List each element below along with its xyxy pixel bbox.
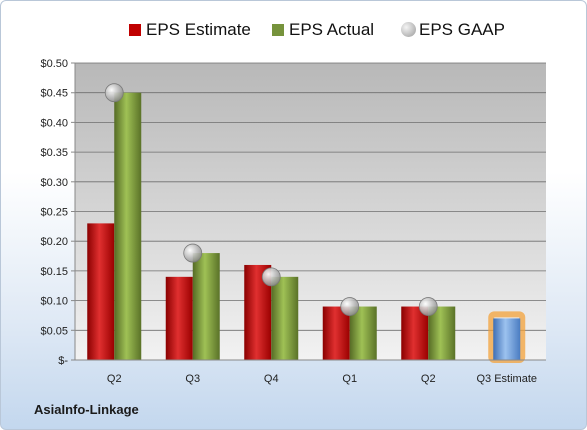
legend-label: EPS Estimate (146, 20, 251, 39)
company-label: AsiaInfo-Linkage (34, 402, 139, 417)
bar-eps-actual (114, 92, 142, 360)
bar-eps-estimate (87, 223, 115, 360)
x-tick-label: Q1 (342, 373, 357, 385)
dot-eps-gaap (418, 297, 438, 316)
x-tick-label: Q2 (107, 373, 122, 385)
bar-eps-actual (428, 306, 456, 360)
legend-color-swatch (272, 24, 284, 36)
y-tick-label: $0.15 (40, 266, 68, 278)
bar-eps-estimate (401, 306, 429, 360)
x-tick-label: Q3 Estimate (476, 373, 537, 385)
y-tick-label: $0.25 (40, 207, 68, 219)
legend-label: EPS Actual (289, 20, 375, 39)
y-tick-label: $0.10 (40, 296, 68, 308)
bar-next-estimate (493, 318, 521, 360)
bar-eps-actual (192, 253, 220, 360)
y-tick-label: $- (58, 355, 68, 367)
dot-eps-gaap (104, 83, 124, 103)
chart-legend: EPS Estimate EPS Actual EPS GAAP (1, 18, 586, 42)
x-tick-label: Q3 (185, 373, 200, 385)
y-tick-label: $0.30 (40, 177, 68, 189)
y-tick-label: $0.20 (40, 236, 68, 248)
bar-eps-estimate (322, 306, 350, 360)
bar-eps-actual (349, 306, 377, 360)
dot-eps-gaap (261, 267, 281, 287)
legend-circle-swatch (401, 22, 416, 37)
x-tick-label: Q4 (264, 373, 279, 385)
y-tick-label: $0.50 (40, 58, 68, 70)
bar-eps-actual (271, 276, 299, 360)
y-tick-label: $0.45 (40, 88, 68, 100)
y-tick-label: $0.35 (40, 147, 68, 159)
bar-eps-estimate (165, 276, 193, 360)
dot-eps-gaap (183, 243, 203, 263)
legend-color-swatch (129, 24, 141, 36)
y-tick-label: $0.05 (40, 325, 68, 337)
y-tick-label: $0.40 (40, 117, 68, 129)
x-tick-label: Q2 (421, 373, 436, 385)
legend-label: EPS GAAP (419, 20, 505, 39)
dot-eps-gaap (340, 297, 360, 316)
